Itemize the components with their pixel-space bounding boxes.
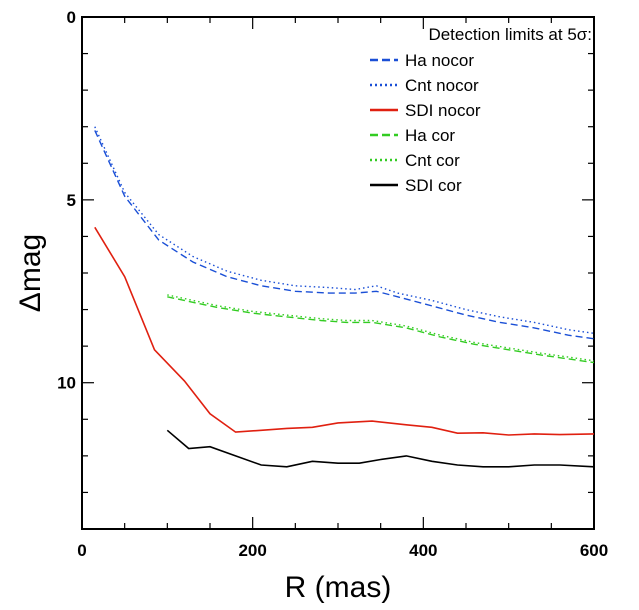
series-line: [94, 130, 595, 340]
legend-label: SDI nocor: [405, 101, 481, 120]
axis-ticks: [81, 16, 595, 530]
series-line: [94, 226, 595, 436]
y-tick-label: 0: [67, 8, 76, 27]
legend-label: SDI cor: [405, 176, 462, 195]
x-tick-label: 600: [580, 541, 608, 560]
x-tick-label: 0: [77, 541, 86, 560]
plot-frame: [81, 16, 595, 530]
series-line: [167, 296, 595, 364]
legend-label: Ha nocor: [405, 51, 474, 70]
tick-labels: 0 200 400 600 0 5 10: [57, 8, 608, 560]
legend-label: Cnt cor: [405, 151, 460, 170]
y-tick-label: 5: [67, 191, 76, 210]
series-line: [167, 294, 595, 362]
legend-label: Cnt nocor: [405, 76, 479, 95]
y-axis-label: Δmag: [14, 234, 47, 312]
x-axis-label: R (mas): [285, 571, 392, 604]
x-tick-label: 400: [409, 541, 437, 560]
legend-title: Detection limits at 5σ:: [428, 25, 592, 44]
series-lines: [94, 126, 595, 468]
y-tick-label: 10: [57, 374, 76, 393]
legend-label: Ha cor: [405, 126, 455, 145]
legend: Detection limits at 5σ: Ha nocor Cnt noco…: [370, 25, 592, 195]
series-line: [94, 126, 595, 334]
x-tick-label: 200: [238, 541, 266, 560]
series-line: [166, 429, 595, 468]
